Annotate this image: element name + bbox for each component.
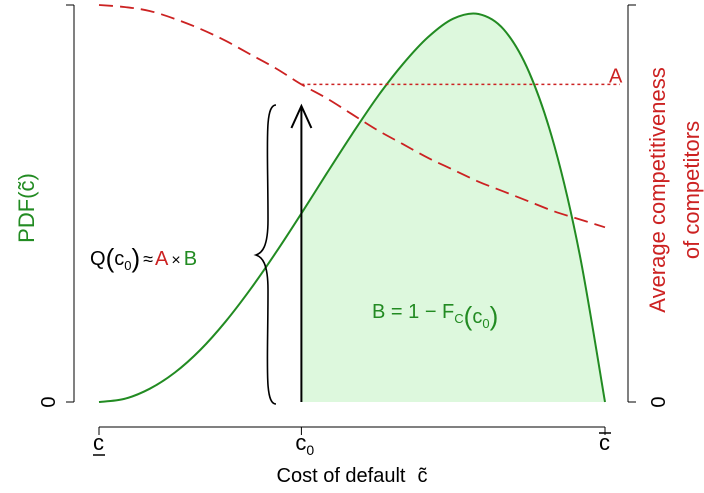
left-y-axis-label: PDF(c̃): [14, 173, 39, 243]
q-label: Q: [90, 248, 106, 270]
pdf-series-line: [98, 12, 606, 403]
svg-text:of competitors: of competitors: [679, 121, 704, 259]
left-axis: [66, 4, 75, 403]
x-tick-label-c0: c0: [295, 430, 314, 458]
left-y-tick-label-zero: 0: [38, 396, 60, 407]
q-arg: c: [114, 248, 124, 270]
q-a-term: A: [155, 248, 169, 270]
b-equation: B = 1 − FC(c0): [372, 301, 498, 331]
q-close-paren: ): [131, 243, 140, 273]
x-axis-label: Cost of default c̃: [277, 465, 428, 487]
shaded-area-b: [301, 13, 605, 403]
right-y-axis-label: Average competitiveness of competitors: [645, 67, 704, 312]
x-tick-labels: c c0 c: [93, 430, 611, 458]
competitiveness-series-line: [98, 4, 606, 229]
x-tick-label-upper: c: [599, 430, 610, 455]
right-axis: [627, 4, 636, 403]
q-arg-sub: 0: [124, 258, 131, 273]
b-eq-close-paren: ): [490, 301, 499, 331]
q-b-term: B: [184, 248, 197, 270]
right-y-tick-label-zero: 0: [648, 396, 670, 407]
q-times: ×: [171, 252, 180, 269]
b-eq-arg-sub: 0: [482, 316, 489, 331]
q-approx: ≈: [143, 249, 153, 269]
b-eq-subscript: C: [454, 311, 463, 326]
a-label: A: [609, 65, 623, 87]
x-tick-label-lower: c: [93, 430, 104, 455]
b-eq-open-paren: (: [464, 301, 473, 331]
b-eq-arg: c: [472, 306, 482, 328]
q-equation: Q(c0) ≈ A × B: [90, 243, 197, 273]
svg-text:Average competitiveness: Average competitiveness: [645, 67, 670, 312]
q-open-paren: (: [106, 243, 115, 273]
b-eq-prefix: B = 1 − F: [372, 301, 454, 323]
c0-arrow: [290, 103, 313, 402]
curly-brace: [253, 104, 277, 405]
x-axis: [98, 426, 606, 435]
